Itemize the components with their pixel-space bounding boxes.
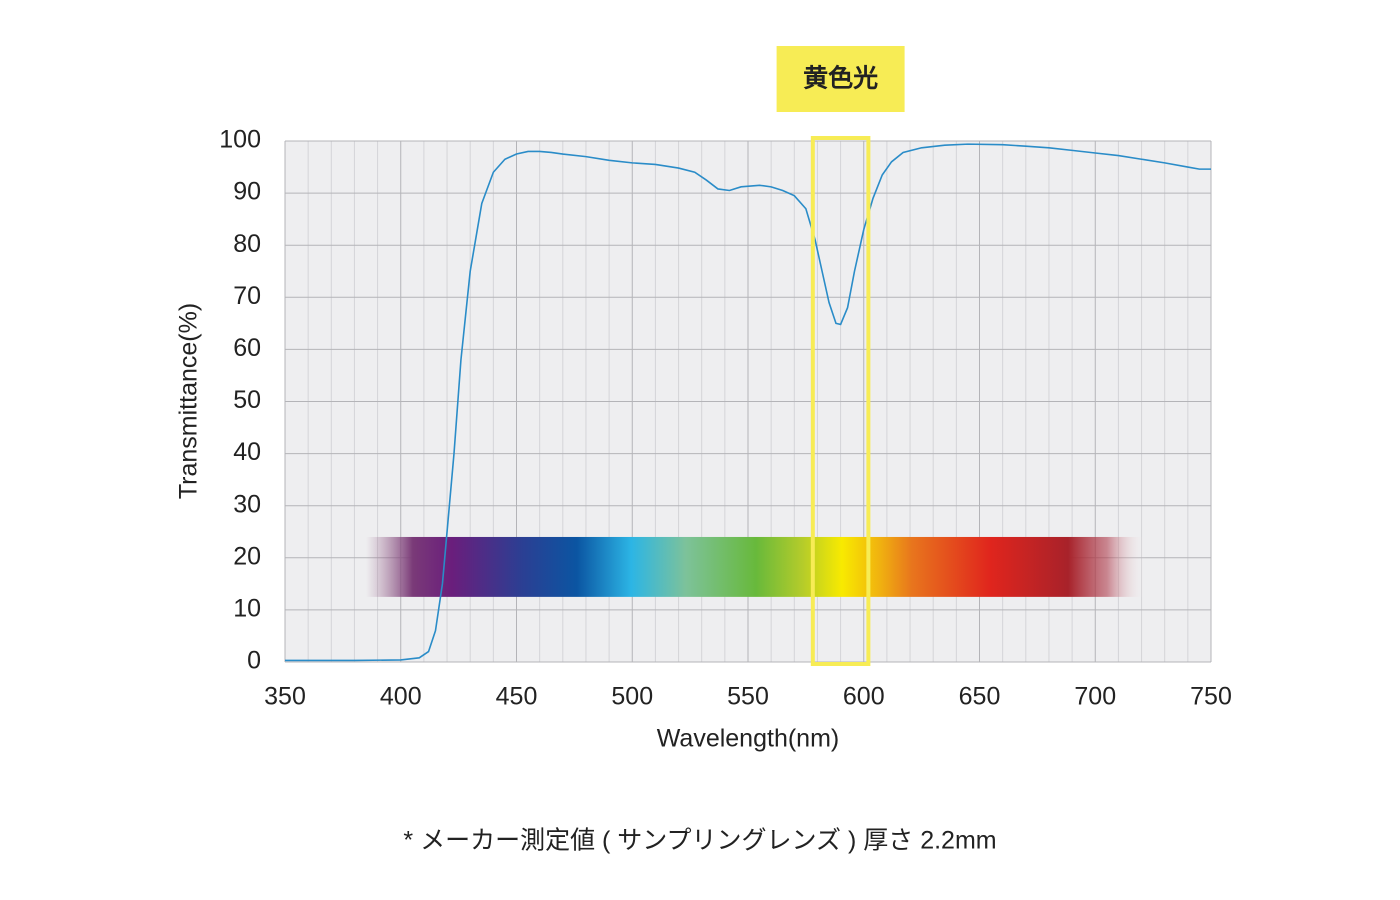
x-tick-label: 500 <box>611 683 653 711</box>
highlight-label: 黄色光 <box>803 64 878 93</box>
x-tick-label: 650 <box>959 683 1001 711</box>
y-tick-label: 20 <box>233 542 261 570</box>
x-tick-label: 400 <box>380 683 422 711</box>
y-tick-label: 100 <box>219 126 261 154</box>
y-tick-label: 80 <box>233 230 261 258</box>
y-tick-label: 60 <box>233 334 261 362</box>
data-line <box>285 143 1211 662</box>
x-tick-label: 350 <box>264 683 306 711</box>
y-tick-label: 30 <box>233 490 261 518</box>
x-tick-label: 550 <box>727 683 769 711</box>
x-tick-label: 750 <box>1190 683 1232 711</box>
y-tick-label: 50 <box>233 386 261 414</box>
highlight-box <box>810 136 871 666</box>
x-axis-label: Wavelength(nm) <box>657 725 839 753</box>
x-tick-label: 450 <box>496 683 538 711</box>
x-tick-label: 700 <box>1074 683 1116 711</box>
footnote: * メーカー測定値 ( サンプリングレンズ ) 厚さ 2.2mm <box>403 827 996 855</box>
y-axis-label: Transmittance(%) <box>175 303 203 499</box>
y-tick-label: 10 <box>233 595 261 623</box>
y-tick-label: 90 <box>233 178 261 206</box>
spectrum-band <box>366 536 1147 597</box>
y-tick-label: 70 <box>233 282 261 310</box>
y-tick-label: 0 <box>247 647 261 675</box>
highlight-label-bg <box>776 46 905 112</box>
x-tick-label: 600 <box>843 683 885 711</box>
y-tick-label: 40 <box>233 438 261 466</box>
